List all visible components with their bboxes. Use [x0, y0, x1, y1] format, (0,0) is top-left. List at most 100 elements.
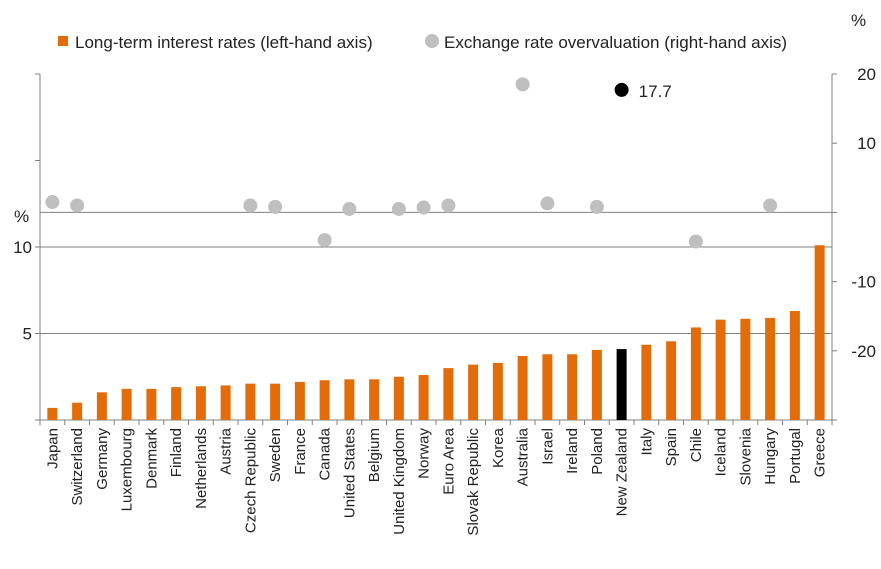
- category-label-united-kingdom: United Kingdom: [391, 428, 408, 535]
- bar-italy: [641, 344, 652, 420]
- bar-israel: [542, 354, 553, 420]
- bar-slovenia: [740, 318, 751, 420]
- category-label-slovak-republic: Slovak Republic: [465, 428, 482, 536]
- bar-hungary: [765, 317, 776, 420]
- dot-switzerland: [70, 198, 85, 213]
- category-label-australia: Australia: [515, 427, 532, 486]
- right-axis-unit: %: [851, 11, 866, 30]
- right-axis-ticks: 20 10 -10 -20: [832, 65, 876, 421]
- category-label-belgium: Belgium: [366, 428, 383, 482]
- bar-belgium: [369, 379, 380, 420]
- left-tick-label: 10: [13, 238, 32, 257]
- bar-japan: [47, 407, 58, 420]
- category-label-japan: Japan: [44, 428, 61, 469]
- dot-hungary: [763, 198, 778, 213]
- bar-greece: [814, 245, 825, 420]
- dot-united-kingdom: [391, 201, 406, 216]
- right-tick-label: -10: [851, 273, 876, 292]
- bar-switzerland: [72, 402, 83, 420]
- category-label-ireland: Ireland: [564, 428, 581, 474]
- category-label-netherlands: Netherlands: [193, 428, 210, 509]
- category-label-sweden: Sweden: [267, 428, 284, 482]
- legend-label-interest-rates: Long-term interest rates (left-hand axis…: [75, 33, 373, 52]
- bar-slovak-republic: [468, 364, 479, 420]
- dot-new-zealand: [614, 82, 629, 97]
- bar-australia: [517, 355, 528, 420]
- category-label-czech-republic: Czech Republic: [242, 428, 259, 534]
- dot-chile: [688, 234, 703, 249]
- category-label-korea: Korea: [490, 427, 507, 468]
- legend: Long-term interest rates (left-hand axis…: [58, 33, 787, 52]
- dot-japan: [45, 195, 60, 210]
- category-label-germany: Germany: [94, 428, 111, 490]
- category-label-israel: Israel: [539, 428, 556, 465]
- bar-netherlands: [195, 386, 206, 420]
- category-label-new-zealand: New Zealand: [614, 428, 631, 516]
- bar-ireland: [567, 354, 578, 420]
- bar-norway: [418, 375, 429, 420]
- category-label-united-states: United States: [341, 428, 358, 518]
- bar-new-zealand: [616, 349, 627, 420]
- dot-euro-area: [441, 198, 456, 213]
- category-label-luxembourg: Luxembourg: [119, 428, 136, 511]
- bar-united-states: [344, 379, 355, 420]
- left-tick-label: 5: [23, 325, 32, 344]
- bar-czech-republic: [245, 383, 256, 420]
- category-label-euro-area: Euro Area: [440, 427, 457, 494]
- category-label-italy: Italy: [638, 428, 655, 456]
- category-label-hungary: Hungary: [762, 428, 779, 485]
- category-label-poland: Poland: [589, 428, 606, 475]
- category-label-austria: Austria: [218, 427, 235, 474]
- bar-sweden: [270, 383, 281, 420]
- bar-poland: [591, 349, 602, 420]
- bar-spain: [666, 341, 677, 420]
- bar-portugal: [789, 311, 800, 420]
- bars: [47, 245, 825, 420]
- left-axis-unit: %: [14, 207, 29, 226]
- bar-france: [294, 381, 305, 420]
- bar-euro-area: [443, 368, 454, 420]
- category-label-france: France: [292, 428, 309, 475]
- category-label-canada: Canada: [317, 427, 334, 480]
- category-label-finland: Finland: [168, 428, 185, 477]
- category-label-slovenia: Slovenia: [737, 427, 754, 485]
- bar-austria: [220, 385, 231, 420]
- dot-poland: [589, 199, 604, 214]
- category-label-denmark: Denmark: [143, 428, 160, 489]
- gridlines: [40, 211, 832, 334]
- dot-israel: [540, 196, 555, 211]
- dot-united-states: [342, 201, 357, 216]
- category-label-iceland: Iceland: [713, 428, 730, 476]
- legend-label-overvaluation: Exchange rate overvaluation (right-hand …: [444, 33, 787, 52]
- category-label-spain: Spain: [663, 428, 680, 466]
- dot-czech-republic: [243, 198, 258, 213]
- dot-sweden: [268, 199, 283, 214]
- category-labels: Japan Switzerland Germany Luxembourg Denmark…: [39, 420, 833, 536]
- category-label-switzerland: Switzerland: [69, 428, 86, 506]
- legend-swatch-overvaluation: [425, 34, 439, 48]
- legend-swatch-interest-rates: [58, 36, 68, 46]
- bar-finland: [171, 387, 182, 420]
- left-axis-ticks: 5 10: [13, 73, 40, 421]
- dot-label-new-zealand: 17.7: [639, 82, 672, 101]
- dot-canada: [317, 233, 332, 248]
- right-tick-label: -20: [851, 342, 876, 361]
- bar-canada: [319, 380, 330, 420]
- right-tick-label: 10: [857, 134, 876, 153]
- right-tick-label: 20: [857, 65, 876, 84]
- bar-luxembourg: [121, 388, 132, 420]
- dot-australia: [515, 77, 530, 92]
- category-label-norway: Norway: [416, 428, 433, 479]
- dots: 17.7: [45, 77, 778, 249]
- category-label-greece: Greece: [812, 428, 829, 477]
- bar-germany: [96, 392, 107, 420]
- category-label-portugal: Portugal: [787, 428, 804, 484]
- bar-denmark: [146, 388, 157, 420]
- dot-norway: [416, 200, 431, 215]
- bar-chile: [690, 327, 701, 420]
- bar-iceland: [715, 319, 726, 420]
- bar-korea: [492, 362, 503, 420]
- category-label-chile: Chile: [688, 428, 705, 462]
- bar-united-kingdom: [393, 376, 404, 420]
